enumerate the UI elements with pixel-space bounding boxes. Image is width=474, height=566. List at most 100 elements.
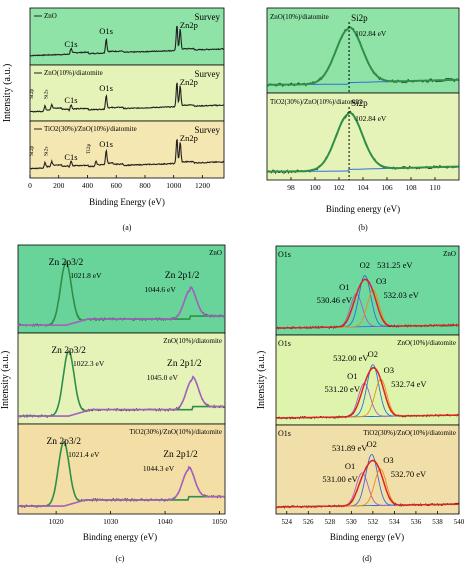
panel-a-peak-label: C1s bbox=[64, 39, 77, 49]
panel-c-x-tick-label: 1030 bbox=[103, 517, 118, 526]
panel-a-peak-label: Si2s bbox=[44, 90, 50, 99]
panel-d-o3-value: 532.03 eV bbox=[383, 290, 419, 300]
panel-a-x-tick-label: 600 bbox=[111, 181, 123, 190]
panel-a-peak-label: Si2s bbox=[44, 147, 50, 156]
panel-c-peak-value: 1044.6 eV bbox=[145, 285, 177, 294]
panel-a-survey-line bbox=[30, 139, 225, 170]
panel-c-fit-2p1-line bbox=[18, 285, 225, 326]
panel-b-peak-label: Si2p bbox=[351, 13, 368, 23]
panel-d-envelope-line bbox=[276, 278, 459, 329]
panel-d-o2-value: 532.00 eV bbox=[333, 353, 369, 363]
panel-b-xlabel: Binding energy (eV) bbox=[326, 204, 400, 214]
panel-c-peak-label: Zn 2p1/2 bbox=[167, 359, 202, 369]
panel-d-o2-label: O2 bbox=[368, 349, 378, 359]
panel-c-ylabel: Intensity (a.u.) bbox=[0, 351, 11, 410]
panel-a-subplot-bg bbox=[29, 7, 225, 66]
panel-b-legend: ZnO(10%)/diatomite bbox=[270, 13, 329, 21]
panel-d-subplot-bg bbox=[275, 424, 460, 515]
panel-d-o3-label: O3 bbox=[383, 455, 393, 465]
panel-b-x-tick-label: 110 bbox=[430, 183, 441, 192]
panel-a-x-tick-label: 400 bbox=[82, 181, 94, 190]
panel-a-peak-label: Si2p bbox=[29, 89, 35, 99]
panel-c-peak-label: Zn 2p1/2 bbox=[163, 450, 198, 460]
panel-a-peak-label: C1s bbox=[64, 95, 77, 105]
panel-d-o1-value: 531.20 eV bbox=[325, 384, 361, 394]
panel-d-legend: ZnO bbox=[443, 250, 456, 258]
panel-a-peak-label: Ti2p bbox=[86, 144, 92, 154]
panel-a-x-tick-label: 1000 bbox=[166, 181, 181, 190]
panel-a-x-tick-label: 800 bbox=[139, 181, 151, 190]
panel-a-legend: ZnO(10%)/diatomite bbox=[44, 69, 103, 77]
panel-d-x-tick-label: 524 bbox=[282, 518, 293, 526]
panel-b-x-tick-label: 108 bbox=[405, 183, 417, 192]
panel-a-peak-label: O1s bbox=[99, 83, 113, 93]
panel-a-peak-label: Si2p bbox=[29, 146, 35, 156]
panel-c-peak-label: Zn 2p3/2 bbox=[51, 346, 86, 356]
panel-d-x-tick-label: 528 bbox=[325, 518, 336, 526]
panel-a-peak-label: C1s bbox=[64, 152, 77, 162]
panel-d-x-tick-label: 526 bbox=[303, 518, 314, 526]
panel-d-o2-label: O2 bbox=[367, 439, 377, 449]
panel-d-o3-value: 532.74 eV bbox=[391, 379, 427, 389]
panel-a-subplot-bg bbox=[29, 64, 225, 122]
panel-c-peak-value: 1021.8 eV bbox=[70, 271, 102, 280]
panel-a-survey-line bbox=[29, 82, 224, 113]
panel-a-x-tick-label: 1200 bbox=[195, 181, 210, 190]
panel-a-x-tick-label: 200 bbox=[53, 181, 65, 190]
panel-a-survey-label: Survey bbox=[195, 69, 221, 79]
panel-c-caption: (c) bbox=[116, 554, 125, 563]
panel-d-legend: ZnO(10%)/diatomite bbox=[397, 339, 456, 347]
panel-b-fit-line bbox=[267, 26, 459, 86]
panel-a-peak-label: Zn2p bbox=[180, 133, 198, 143]
panel-a-subplot-bg bbox=[29, 120, 225, 179]
panel-b-x-tick-label: 98 bbox=[287, 183, 295, 192]
panel-a-peak-label: O1s bbox=[99, 139, 113, 149]
panel-d-o2-value: 531.89 eV bbox=[332, 443, 368, 453]
panel-a-ylabel: Intensity (a.u.) bbox=[2, 64, 13, 123]
panel-d-ylabel: Intensity (a.u.) bbox=[256, 351, 267, 410]
panel-c-legend: TiO2(30%)/ZnO(10%)/diatomite bbox=[129, 428, 222, 436]
panel-c-fit-2p1-line bbox=[18, 465, 225, 507]
panel-a-survey-line bbox=[29, 25, 224, 57]
panel-c-x-tick-label: 1040 bbox=[158, 517, 173, 526]
panel-a-legend: TiO2(30%)/ZnO(10%)/diatomite bbox=[44, 125, 137, 133]
panel-d-envelope-line bbox=[276, 367, 459, 419]
panel-b-x-tick-label: 106 bbox=[381, 183, 393, 192]
panel-c-xlabel: Binding energy (eV) bbox=[83, 532, 157, 542]
panel-d-o1-value: 531.00 eV bbox=[322, 474, 358, 484]
panel-a-peak-label: Zn2p bbox=[180, 77, 198, 87]
panel-c-peak-label: Zn 2p1/2 bbox=[165, 271, 200, 281]
panel-d-o1s-label: O1s bbox=[278, 339, 291, 348]
panel-d-o3-label: O3 bbox=[384, 365, 394, 375]
panel-d-o1-label: O1 bbox=[339, 282, 349, 292]
panel-d-caption: (d) bbox=[362, 554, 372, 563]
panel-d-o3-label: O3 bbox=[376, 276, 386, 286]
panel-b-x-tick-label: 102 bbox=[333, 183, 345, 192]
panel-c-legend: ZnO bbox=[209, 249, 222, 257]
panel-d-o1s-label: O1s bbox=[278, 429, 291, 438]
panel-b-peak-label: Si2p bbox=[351, 98, 368, 108]
panel-c-x-tick-label: 1020 bbox=[49, 517, 64, 526]
panel-d-o1-label: O1 bbox=[347, 371, 357, 381]
panel-c-legend: ZnO(10%)/diatomite bbox=[163, 337, 222, 345]
panel-d-o1-value: 530.46 eV bbox=[317, 295, 353, 305]
panel-c-x-tick-label: 1050 bbox=[212, 517, 227, 526]
panel-d-o3-value: 532.70 eV bbox=[391, 469, 427, 479]
panel-a-x-tick-label: 0 bbox=[28, 181, 32, 190]
panel-d-envelope-line bbox=[276, 459, 459, 508]
panel-c-peak-value: 1021.4 eV bbox=[68, 450, 100, 459]
panel-b-x-tick-label: 100 bbox=[309, 183, 321, 192]
panel-c-peak-value: 1044.3 eV bbox=[143, 464, 175, 473]
panel-b-peak-value: 102.84 eV bbox=[355, 114, 387, 123]
panel-a-legend: ZnO bbox=[44, 12, 57, 20]
panel-c-peak-value: 1045.0 eV bbox=[147, 373, 179, 382]
panel-d-legend: TiO2(30%)/ZnO(10%)/diatomite bbox=[363, 429, 456, 437]
panel-d-x-tick-label: 536 bbox=[411, 518, 422, 526]
panel-d-x-tick-label: 530 bbox=[346, 518, 357, 526]
panel-a-survey-label: Survey bbox=[195, 12, 221, 22]
panel-d-x-tick-label: 532 bbox=[368, 518, 379, 526]
panel-d-xlabel: Binding energy (eV) bbox=[330, 532, 404, 542]
panel-a-peak-label: O1s bbox=[99, 26, 113, 36]
panel-c-subplot-bg bbox=[17, 332, 226, 425]
